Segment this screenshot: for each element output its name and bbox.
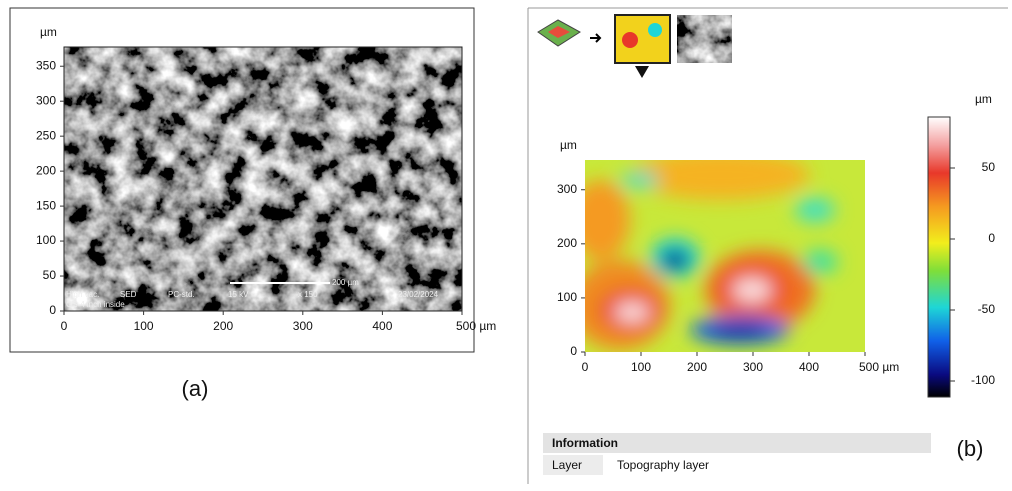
x-tick-label: 400 (372, 319, 392, 333)
x-tick-label: 0 (582, 360, 589, 374)
map-region (614, 302, 650, 322)
map-region (570, 180, 630, 260)
x-tick-label: 0 (61, 319, 68, 333)
toolbar-icons (538, 15, 732, 78)
x-tick-label: 400 (799, 360, 819, 374)
y-unit: µm (40, 25, 57, 39)
x-tick-label: 500 µm (859, 360, 899, 374)
map-region (661, 250, 689, 270)
figure: 200 µm High vac. SED PC-std. 15 kV x 150… (0, 0, 1012, 486)
overlay-magnification: x 150 (298, 290, 318, 299)
table-header: Information (552, 436, 618, 450)
colorbar-unit: µm (975, 92, 992, 106)
x-tick-label: 300 (293, 319, 313, 333)
overlay-detector: SED (120, 290, 137, 299)
overlay-mode: High vac. (66, 290, 99, 299)
caption-b: (b) (957, 436, 984, 461)
topography-map (570, 150, 865, 352)
x-tick-label: 100 (631, 360, 651, 374)
map-region (802, 250, 838, 274)
y-tick-label: 300 (36, 93, 56, 107)
y-tick-label: 100 (557, 290, 577, 304)
colorbar-tick-label: 50 (982, 160, 996, 174)
colorbar-tick-label: 0 (988, 231, 995, 245)
icon-image[interactable] (677, 15, 732, 63)
x-tick-label: 200 (213, 319, 233, 333)
x-tick-label: 500 µm (456, 319, 496, 333)
y-tick-label: 150 (36, 198, 56, 212)
icon-blob (622, 32, 638, 48)
y-tick-label: 200 (36, 163, 56, 177)
map-region (795, 198, 835, 222)
table-key: Layer (552, 458, 582, 472)
map-region (630, 150, 810, 200)
y-tick-label: 300 (557, 182, 577, 196)
y-tick-label: 0 (570, 344, 577, 358)
arrow-icon (590, 34, 600, 42)
y-tick-label: 250 (36, 128, 56, 142)
table-value: Topography layer (617, 458, 709, 472)
x-tick-label: 300 (743, 360, 763, 374)
x-tick-label: 200 (687, 360, 707, 374)
sem-image (64, 47, 462, 311)
y-tick-label: 350 (36, 58, 56, 72)
y-tick-label: 50 (43, 268, 57, 282)
overlay-date: 23/02/2024 (398, 290, 439, 299)
icon-blob (648, 23, 662, 37)
map-region (710, 324, 770, 336)
y-tick-label: 100 (36, 233, 56, 247)
colorbar (928, 117, 950, 397)
y-tick-label: 200 (557, 236, 577, 250)
information-table: Information Layer Topography layer (543, 433, 931, 475)
overlay-preset: PC-std. (168, 290, 195, 299)
y-unit: µm (560, 138, 577, 152)
overlay-sample: GS-4 inch inside (66, 300, 125, 309)
map-region (620, 172, 660, 188)
x-tick-label: 100 (134, 319, 154, 333)
colorbar-tick-label: -100 (971, 373, 995, 387)
colorbar-tick-label: -50 (978, 302, 996, 316)
scale-bar-label: 200 µm (332, 278, 359, 287)
overlay-voltage: 15 kV (228, 290, 249, 299)
y-tick-label: 0 (49, 303, 56, 317)
caption-a: (a) (182, 376, 209, 401)
map-region (732, 278, 772, 302)
selected-marker (635, 66, 649, 78)
